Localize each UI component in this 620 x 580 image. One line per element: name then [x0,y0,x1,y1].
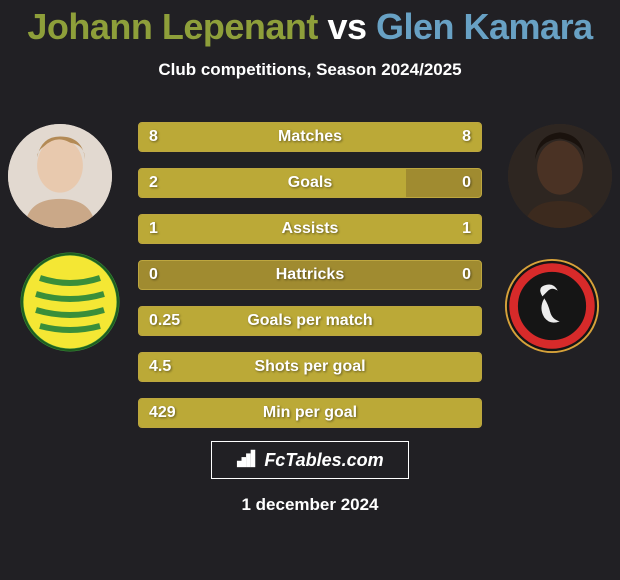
stat-row: 2Goals0 [138,168,482,198]
stat-fill-left [139,123,310,151]
brand-box: FcTables.com [211,441,409,479]
stat-row: 429Min per goal [138,398,482,428]
stat-value-right: 0 [462,174,471,192]
stat-fill-right [310,123,481,151]
stat-bars: 8Matches82Goals01Assists10Hattricks00.25… [138,122,482,444]
stat-value-left: 0 [149,266,158,284]
stat-fill-right [310,215,481,243]
stat-fill-left [139,215,310,243]
brand-text: FcTables.com [264,450,383,471]
player1-name: Johann Lepenant [27,6,318,47]
player2-name: Glen Kamara [376,6,593,47]
stat-label: Hattricks [139,266,481,284]
stat-fill-left [139,169,406,197]
stat-fill-left [139,399,481,427]
player2-club-badge [504,258,600,354]
stat-row: 4.5Shots per goal [138,352,482,382]
stat-value-right: 0 [462,266,471,284]
stat-row: 0Hattricks0 [138,260,482,290]
player1-club-badge [20,252,120,352]
stat-row: 1Assists1 [138,214,482,244]
comparison-title: Johann Lepenant vs Glen Kamara [0,0,620,48]
player2-avatar [508,124,612,228]
brand-icon [236,448,258,473]
player1-avatar [8,124,112,228]
stat-row: 0.25Goals per match [138,306,482,336]
stat-row: 8Matches8 [138,122,482,152]
date-text: 1 december 2024 [0,495,620,515]
subtitle: Club competitions, Season 2024/2025 [0,60,620,80]
stat-fill-left [139,307,481,335]
vs-text: vs [327,6,366,47]
stat-fill-left [139,353,481,381]
